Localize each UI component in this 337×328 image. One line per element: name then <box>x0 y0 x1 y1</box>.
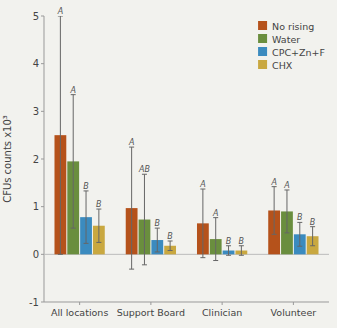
error-bar <box>71 95 76 228</box>
legend-label: Water <box>272 34 300 45</box>
legend-swatch <box>258 21 267 30</box>
error-bar <box>96 209 101 242</box>
error-cap <box>310 245 315 246</box>
error-cap <box>226 255 231 256</box>
error-cap <box>142 264 147 265</box>
sig-label: B <box>239 237 245 246</box>
sig-label: A <box>57 7 63 16</box>
error-cap <box>58 16 63 17</box>
error-bar <box>155 228 160 252</box>
y-tick-label: 0 <box>33 249 39 260</box>
error-bar <box>142 174 147 265</box>
error-bar <box>213 218 218 261</box>
sig-label: AB <box>138 165 150 174</box>
sig-label: B <box>96 200 102 209</box>
x-tick-label: Clinician <box>202 307 242 318</box>
error-cap <box>96 242 101 243</box>
error-bar <box>284 190 289 233</box>
x-tick <box>150 302 151 305</box>
error-cap <box>297 246 302 247</box>
legend-label: CHX <box>272 60 293 71</box>
error-cap <box>58 254 63 255</box>
error-bar <box>272 187 277 235</box>
y-tick-label: 2 <box>33 154 39 165</box>
error-cap <box>168 250 173 251</box>
error-stem <box>202 189 203 258</box>
error-cap <box>84 243 89 244</box>
sig-label: A <box>128 138 134 147</box>
legend-label: No rising <box>272 21 314 32</box>
error-bar <box>297 222 302 246</box>
sig-labels: AAAAAABAABBBBBBBB <box>57 7 316 246</box>
sig-label: B <box>310 218 316 227</box>
y-tick-label: 5 <box>33 11 39 22</box>
y-axis-label: CFUs counts x10³ <box>2 115 13 203</box>
error-stem <box>73 95 74 228</box>
error-cap <box>284 232 289 233</box>
error-bar <box>310 227 315 246</box>
error-stem <box>60 16 61 254</box>
error-stem <box>228 246 229 256</box>
error-cap <box>71 228 76 229</box>
error-bar <box>239 246 244 256</box>
error-stem <box>241 246 242 256</box>
error-bar <box>84 191 89 243</box>
error-stem <box>131 147 132 269</box>
error-cap <box>272 234 277 235</box>
sig-label: A <box>283 181 289 190</box>
legend-swatch <box>258 34 267 43</box>
error-bar <box>58 16 63 254</box>
sig-label: B <box>167 232 173 241</box>
error-cap <box>200 257 205 258</box>
error-bar <box>129 147 134 269</box>
error-cap <box>155 251 160 252</box>
y-tick-label: 1 <box>33 201 39 212</box>
sig-label: B <box>226 237 232 246</box>
x-tick-label: Support Board <box>117 307 186 318</box>
error-stem <box>86 191 87 243</box>
error-bar <box>200 189 205 258</box>
y-tick-label: 3 <box>33 106 39 117</box>
x-tick <box>293 302 294 305</box>
x-tick-label: Volunteer <box>271 307 317 318</box>
legend: No rising Water CPC+Zn+F CHX <box>258 21 325 71</box>
x-tick <box>79 302 80 305</box>
y-tick-label: -1 <box>29 297 39 308</box>
y-axis-line <box>44 16 45 302</box>
sig-label: B <box>297 213 303 222</box>
error-stem <box>157 228 158 252</box>
sig-label: A <box>270 178 276 187</box>
error-stem <box>274 187 275 235</box>
legend-label: CPC+Zn+F <box>272 47 325 58</box>
error-cap <box>213 260 218 261</box>
error-bar <box>168 241 173 251</box>
x-tick <box>222 302 223 305</box>
error-cap <box>129 269 134 270</box>
error-stem <box>170 241 171 251</box>
error-bar <box>226 246 231 256</box>
sig-label: B <box>83 182 89 191</box>
x-axis-line <box>44 302 329 303</box>
error-stem <box>144 174 145 265</box>
y-axis: -1 0 1 2 3 4 5 <box>29 11 329 308</box>
sig-label: A <box>212 209 218 218</box>
error-stem <box>299 222 300 246</box>
chart: -1 0 1 2 3 4 5 CFUs counts x10³ All locations Sup… <box>0 0 337 328</box>
error-cap <box>239 255 244 256</box>
error-stem <box>98 209 99 242</box>
error-stem <box>215 218 216 261</box>
sig-label: A <box>199 180 205 189</box>
error-stem <box>286 190 287 233</box>
x-tick-label: All locations <box>51 307 108 318</box>
sig-label: A <box>69 86 75 95</box>
sig-label: B <box>155 219 161 228</box>
legend-swatch <box>258 47 267 56</box>
legend-swatch <box>258 60 267 69</box>
y-tick-label: 4 <box>33 58 39 69</box>
error-stem <box>312 227 313 246</box>
